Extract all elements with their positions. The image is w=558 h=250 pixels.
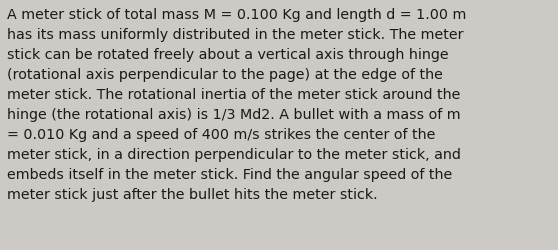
Text: A meter stick of total mass M = 0.100 Kg and length d = 1.00 m
has its mass unif: A meter stick of total mass M = 0.100 Kg… <box>7 8 466 201</box>
